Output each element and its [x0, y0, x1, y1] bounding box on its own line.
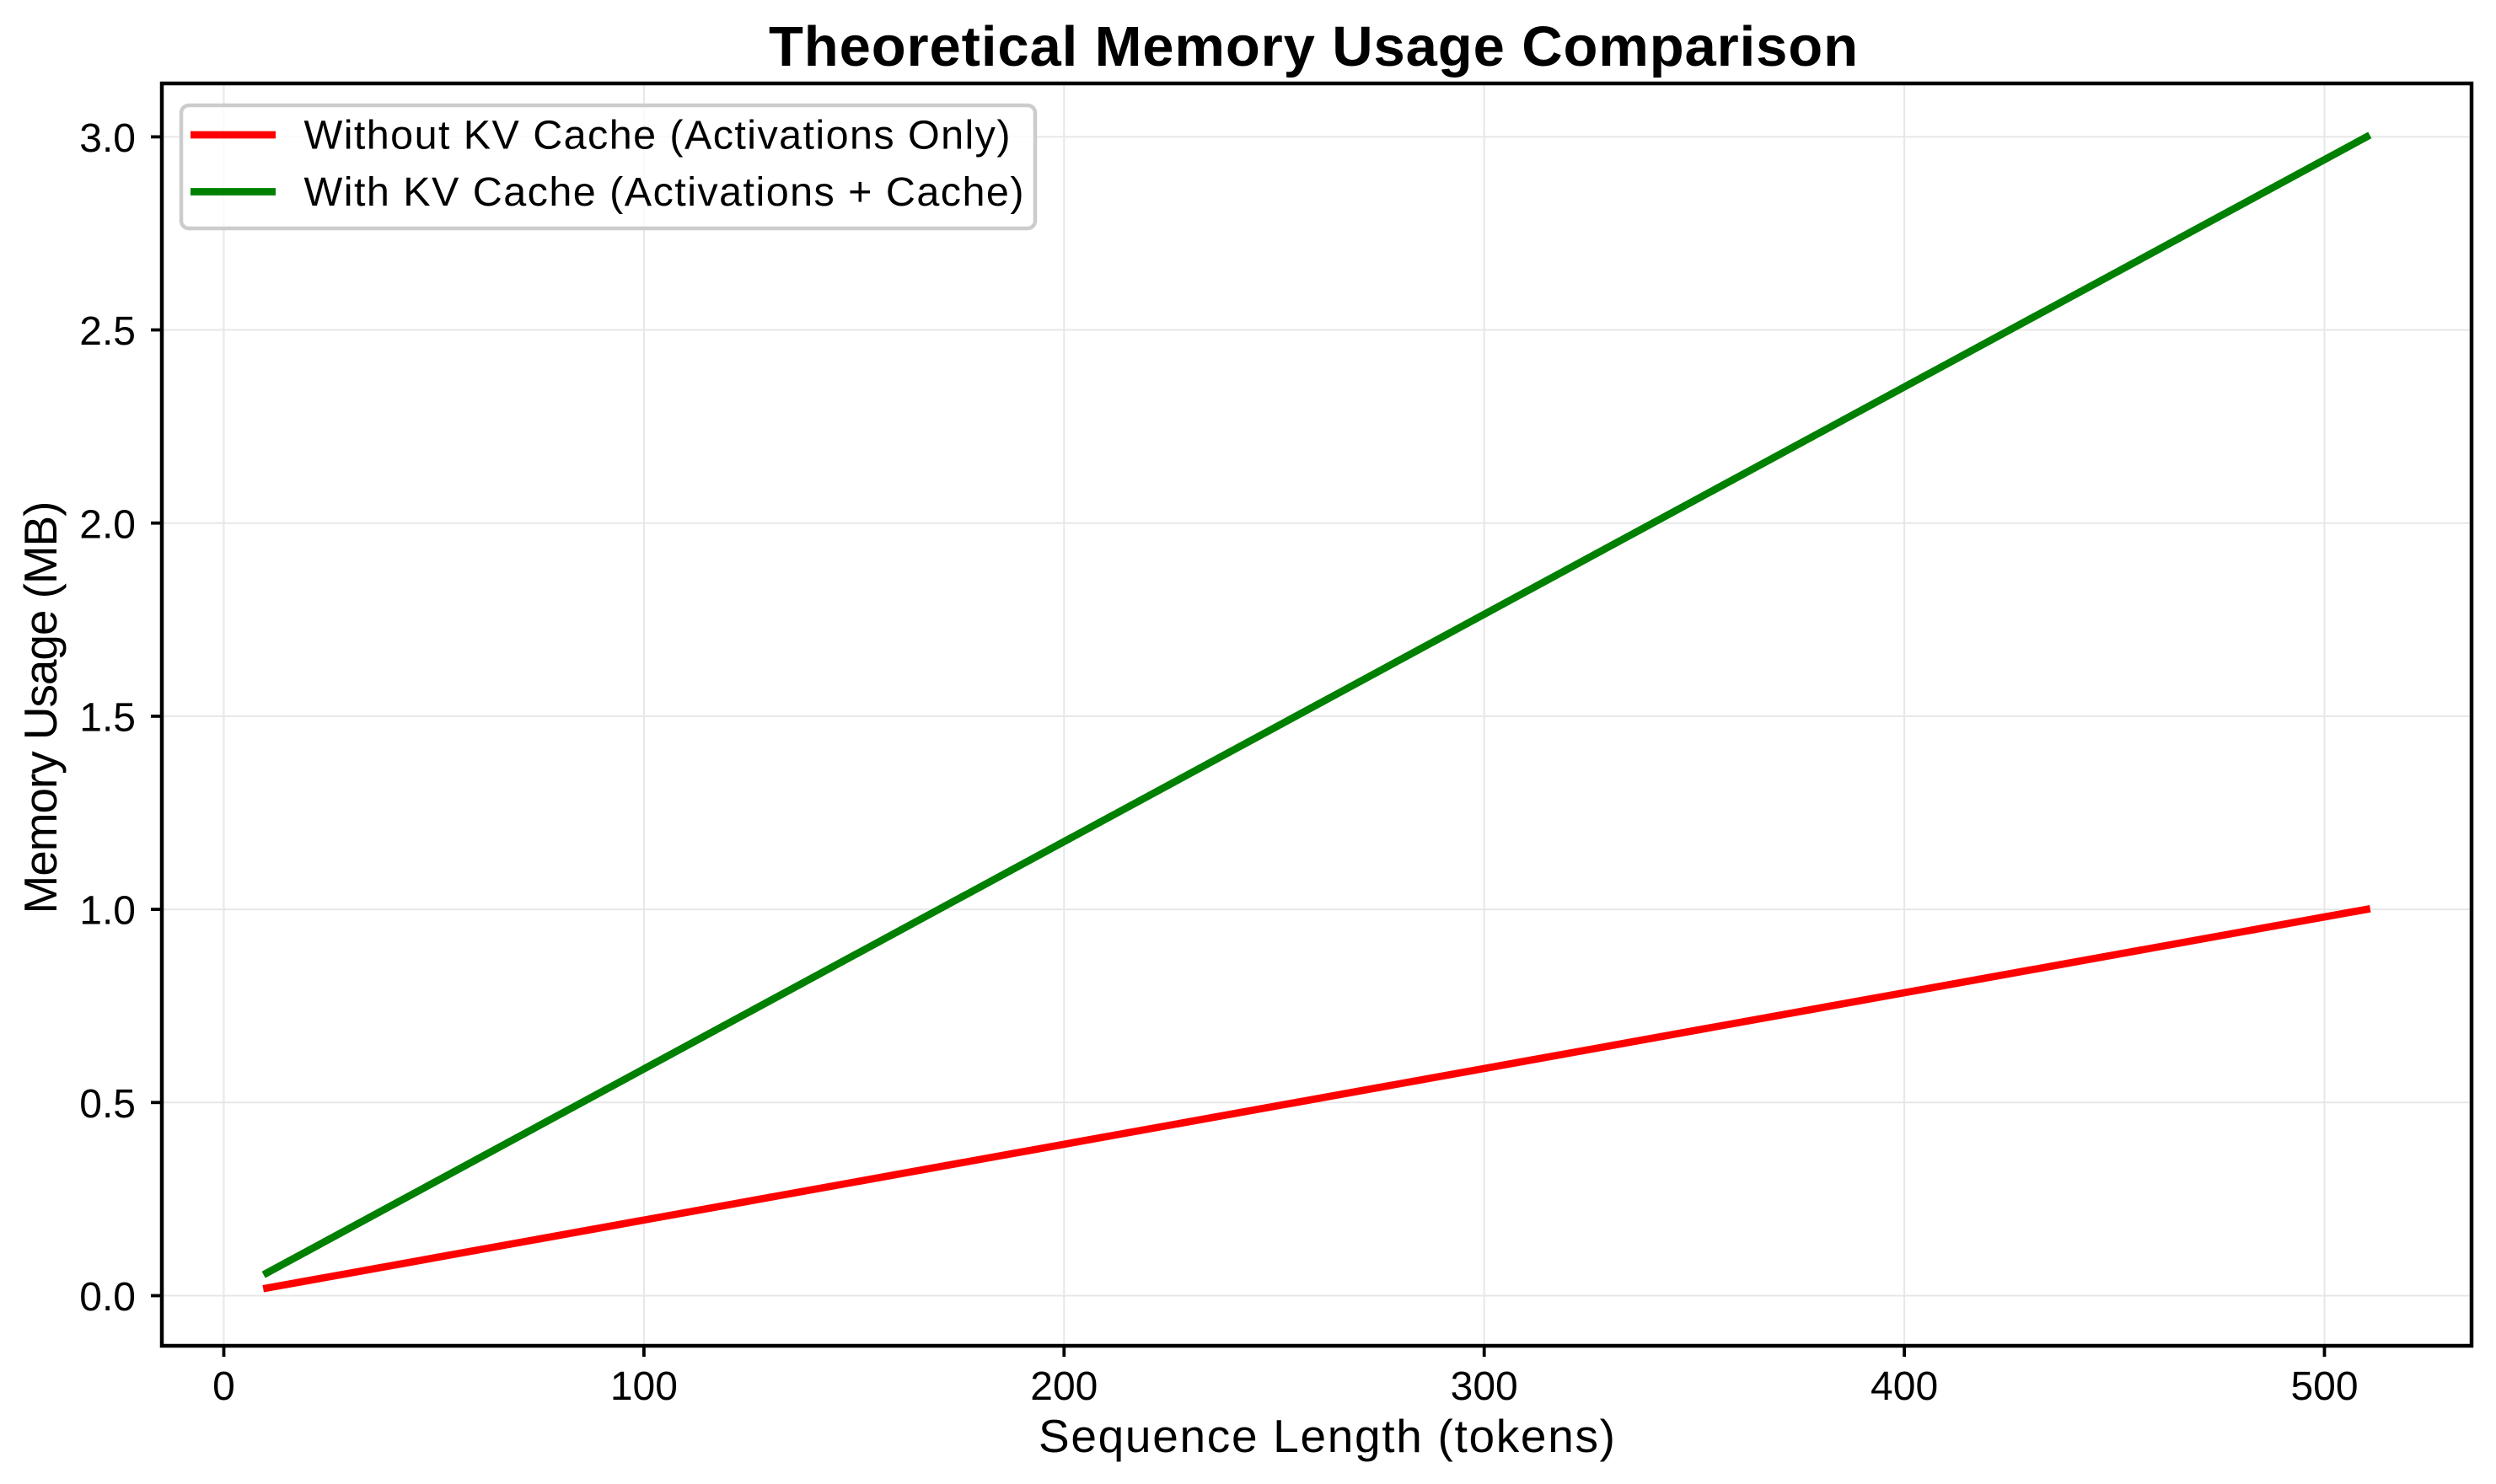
- svg-text:Sequence Length (tokens): Sequence Length (tokens): [1039, 1410, 1615, 1462]
- svg-text:500: 500: [2290, 1364, 2358, 1409]
- svg-text:3.0: 3.0: [79, 116, 136, 161]
- svg-text:With KV Cache (Activations + C: With KV Cache (Activations + Cache): [304, 169, 1024, 215]
- svg-text:100: 100: [610, 1364, 678, 1409]
- svg-text:0: 0: [212, 1364, 235, 1409]
- svg-text:2.0: 2.0: [79, 502, 136, 547]
- svg-text:2.5: 2.5: [79, 309, 136, 354]
- svg-text:Theoretical Memory Usage Compa: Theoretical Memory Usage Comparison: [769, 15, 1858, 78]
- svg-text:1.0: 1.0: [79, 889, 136, 934]
- svg-text:400: 400: [1871, 1364, 1938, 1409]
- svg-text:Without KV Cache (Activations: Without KV Cache (Activations Only): [304, 113, 1011, 158]
- svg-text:200: 200: [1030, 1364, 1098, 1409]
- svg-text:300: 300: [1451, 1364, 1518, 1409]
- svg-text:0.5: 0.5: [79, 1082, 136, 1127]
- svg-text:Memory Usage (MB): Memory Usage (MB): [14, 501, 67, 914]
- svg-text:1.5: 1.5: [79, 696, 136, 741]
- svg-text:0.0: 0.0: [79, 1275, 136, 1320]
